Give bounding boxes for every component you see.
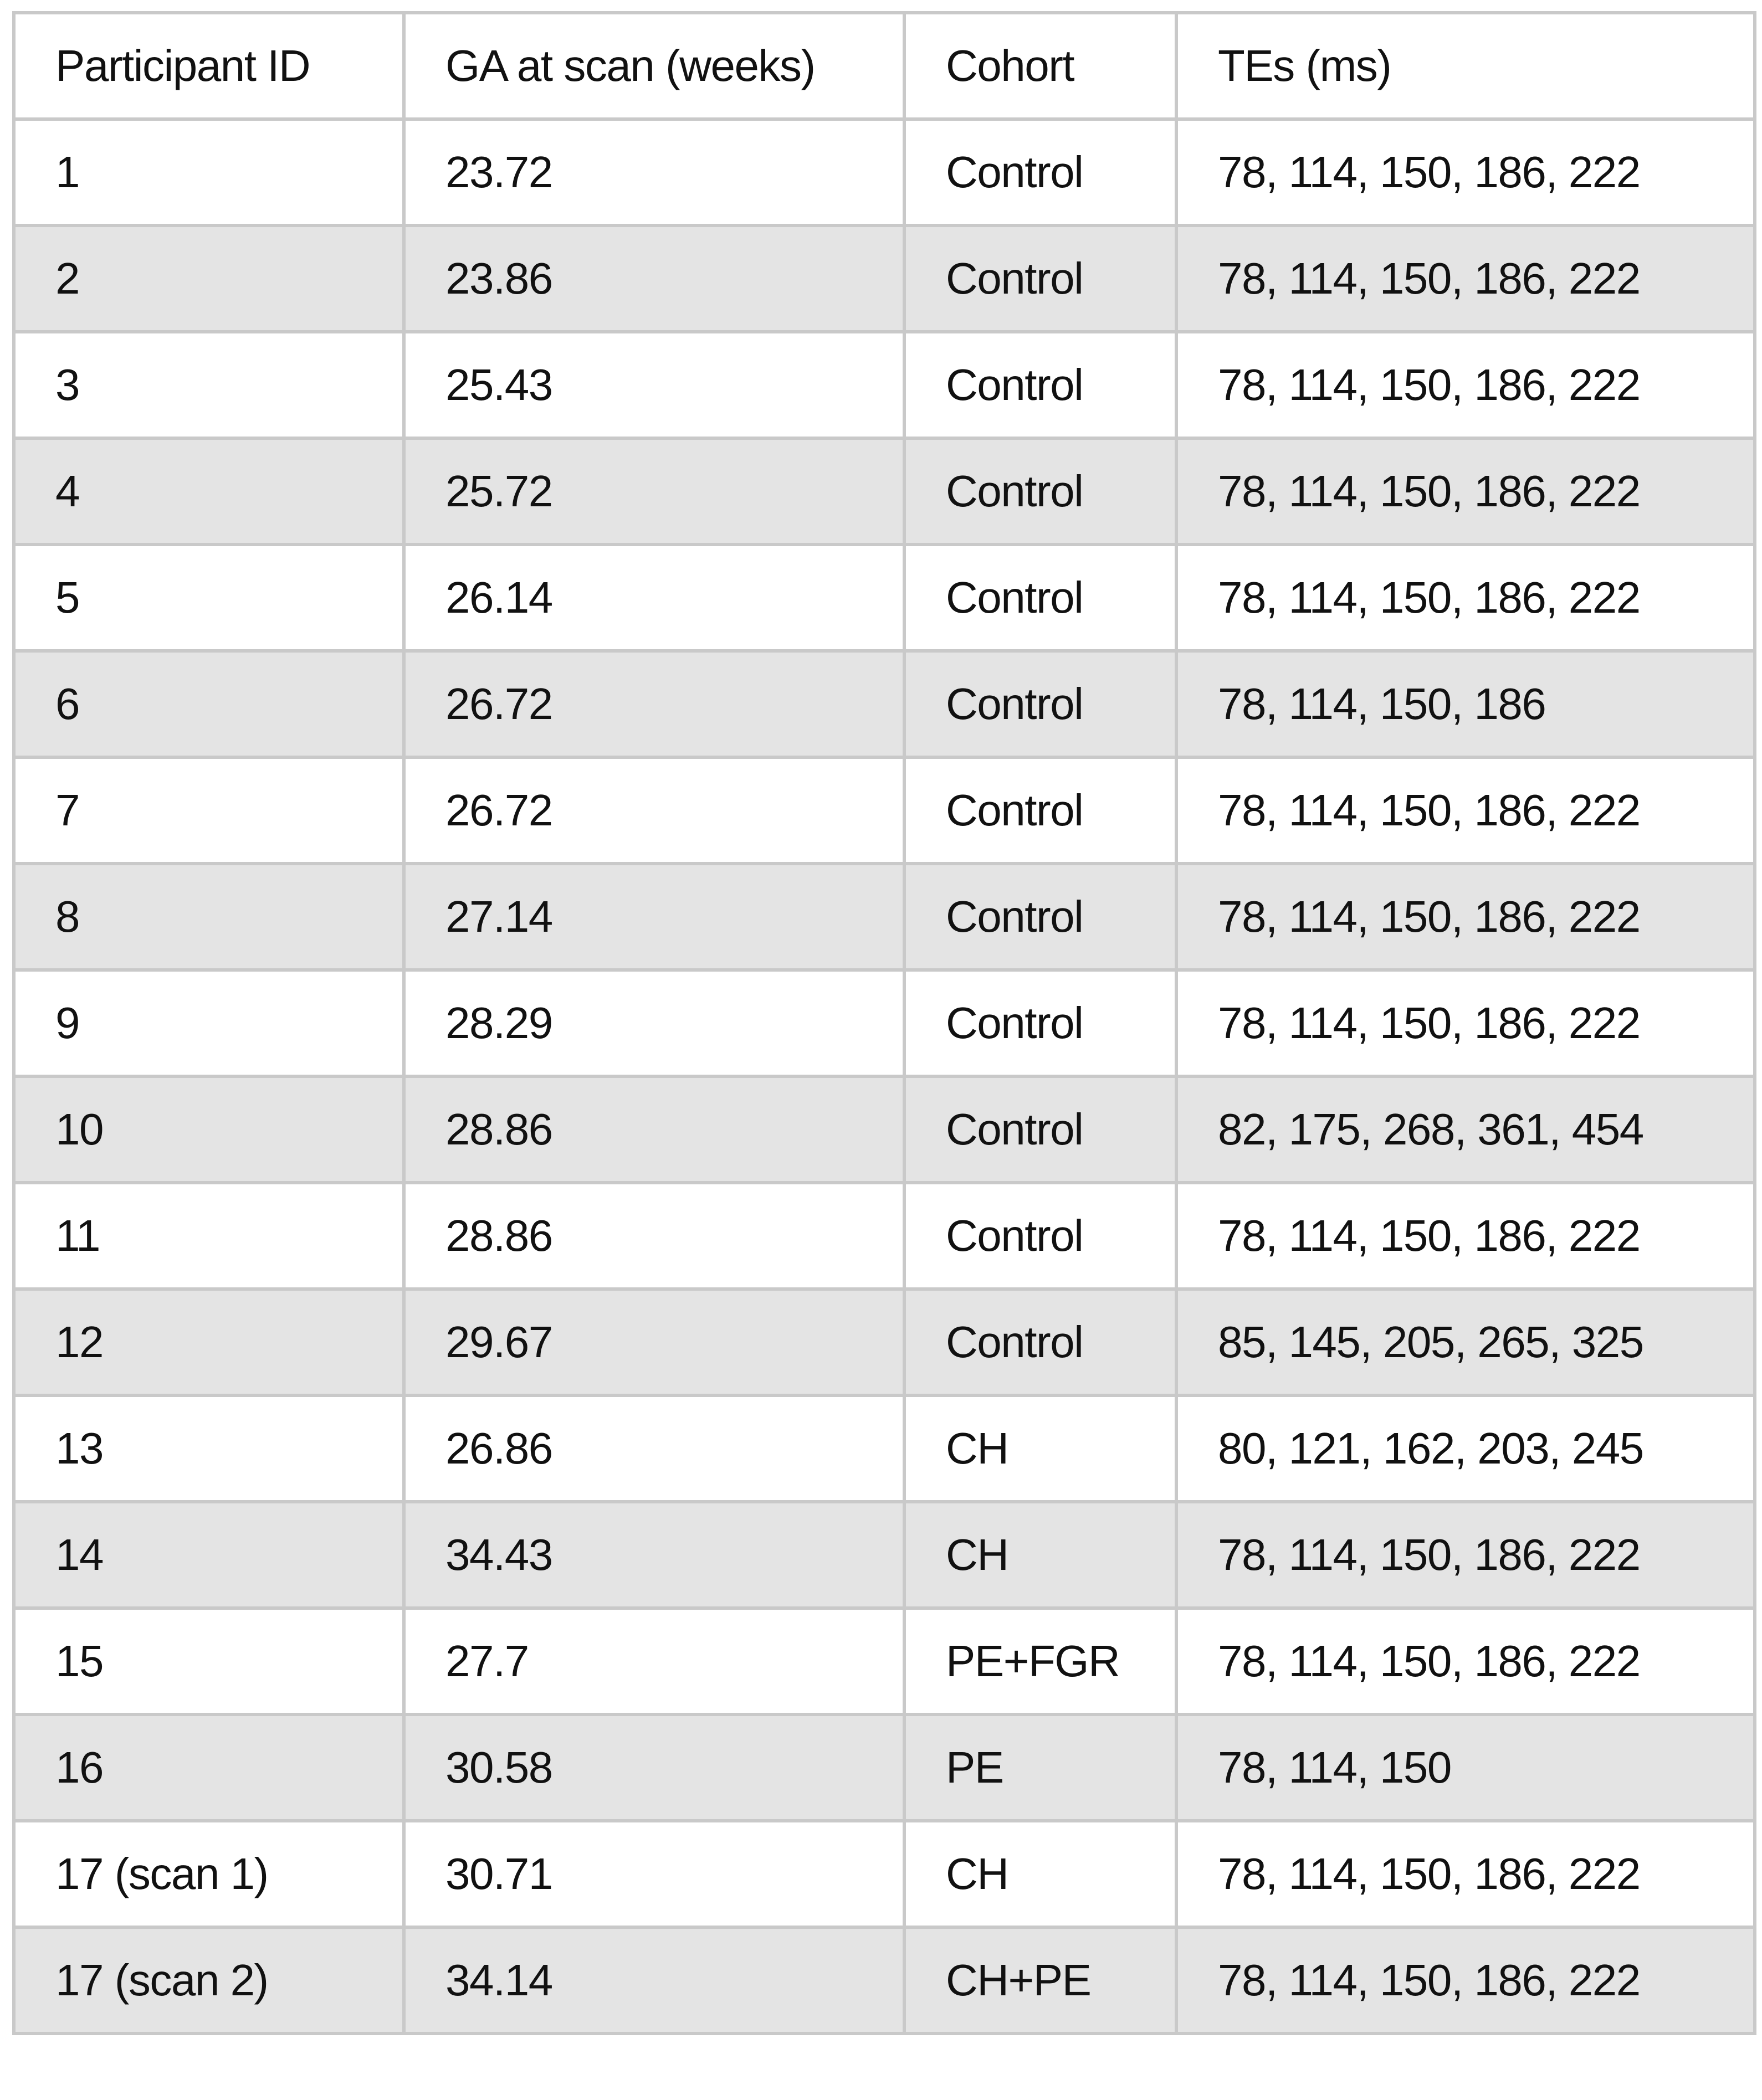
cell-cohort: Control (903, 437, 1178, 546)
cell-tes: 78, 114, 150, 186, 222 (1175, 1819, 1756, 1929)
table-row: 2 23.86 Control 78, 114, 150, 186, 222 (12, 224, 1756, 333)
header-ga-at-scan: GA at scan (weeks) (402, 11, 906, 121)
cell-cohort: Control (903, 543, 1178, 653)
participant-table: Participant ID GA at scan (weeks) Cohort… (12, 11, 1756, 2035)
cell-tes: 78, 114, 150, 186, 222 (1175, 1181, 1756, 1291)
table-row: 1 23.72 Control 78, 114, 150, 186, 222 (12, 117, 1756, 227)
cell-participant-id: 1 (12, 117, 406, 227)
cell-ga-at-scan: 23.72 (402, 117, 906, 227)
cell-cohort: Control (903, 862, 1178, 972)
cell-participant-id: 12 (12, 1287, 406, 1397)
cell-participant-id: 17 (scan 1) (12, 1819, 406, 1929)
cell-tes: 78, 114, 150, 186, 222 (1175, 1500, 1756, 1610)
cell-participant-id: 17 (scan 2) (12, 1926, 406, 2035)
cell-cohort: Control (903, 649, 1178, 759)
header-cohort: Cohort (903, 11, 1178, 121)
table-row: 4 25.72 Control 78, 114, 150, 186, 222 (12, 437, 1756, 546)
cell-ga-at-scan: 30.71 (402, 1819, 906, 1929)
cell-participant-id: 8 (12, 862, 406, 972)
cell-cohort: Control (903, 968, 1178, 1078)
cell-tes: 78, 114, 150, 186, 222 (1175, 968, 1756, 1078)
table-row: 9 28.29 Control 78, 114, 150, 186, 222 (12, 968, 1756, 1078)
cell-cohort: CH (903, 1394, 1178, 1503)
cell-tes: 78, 114, 150, 186, 222 (1175, 224, 1756, 333)
cell-participant-id: 7 (12, 756, 406, 865)
table-row: 13 26.86 CH 80, 121, 162, 203, 245 (12, 1394, 1756, 1503)
table-row: 5 26.14 Control 78, 114, 150, 186, 222 (12, 543, 1756, 653)
cell-tes: 78, 114, 150, 186, 222 (1175, 117, 1756, 227)
header-row: Participant ID GA at scan (weeks) Cohort… (12, 11, 1756, 121)
cell-cohort: Control (903, 117, 1178, 227)
cell-participant-id: 5 (12, 543, 406, 653)
cell-tes: 78, 114, 150, 186, 222 (1175, 756, 1756, 865)
cell-tes: 85, 145, 205, 265, 325 (1175, 1287, 1756, 1397)
table-row: 6 26.72 Control 78, 114, 150, 186 (12, 649, 1756, 759)
cell-cohort: Control (903, 330, 1178, 440)
table-row: 15 27.7 PE+FGR 78, 114, 150, 186, 222 (12, 1606, 1756, 1716)
cell-cohort: Control (903, 224, 1178, 333)
cell-cohort: PE (903, 1713, 1178, 1822)
cell-cohort: PE+FGR (903, 1606, 1178, 1716)
cell-tes: 80, 121, 162, 203, 245 (1175, 1394, 1756, 1503)
cell-participant-id: 15 (12, 1606, 406, 1716)
cell-participant-id: 2 (12, 224, 406, 333)
cell-ga-at-scan: 29.67 (402, 1287, 906, 1397)
table-row: 8 27.14 Control 78, 114, 150, 186, 222 (12, 862, 1756, 972)
cell-tes: 78, 114, 150, 186, 222 (1175, 437, 1756, 546)
cell-tes: 78, 114, 150 (1175, 1713, 1756, 1822)
cell-tes: 78, 114, 150, 186, 222 (1175, 1926, 1756, 2035)
cell-participant-id: 14 (12, 1500, 406, 1610)
cell-ga-at-scan: 26.14 (402, 543, 906, 653)
cell-tes: 78, 114, 150, 186, 222 (1175, 543, 1756, 653)
cell-participant-id: 16 (12, 1713, 406, 1822)
cell-participant-id: 6 (12, 649, 406, 759)
cell-tes: 78, 114, 150, 186, 222 (1175, 330, 1756, 440)
cell-participant-id: 3 (12, 330, 406, 440)
cell-ga-at-scan: 28.86 (402, 1075, 906, 1184)
table-row: 17 (scan 2) 34.14 CH+PE 78, 114, 150, 186, … (12, 1926, 1756, 2035)
table-row: 16 30.58 PE 78, 114, 150 (12, 1713, 1756, 1822)
cell-cohort: Control (903, 1181, 1178, 1291)
cell-cohort: CH+PE (903, 1926, 1178, 2035)
cell-ga-at-scan: 27.7 (402, 1606, 906, 1716)
table-row: 17 (scan 1) 30.71 CH 78, 114, 150, 186, 222 (12, 1819, 1756, 1929)
cell-participant-id: 10 (12, 1075, 406, 1184)
cell-cohort: CH (903, 1500, 1178, 1610)
cell-ga-at-scan: 28.29 (402, 968, 906, 1078)
cell-cohort: Control (903, 1075, 1178, 1184)
table-row: 12 29.67 Control 85, 145, 205, 265, 325 (12, 1287, 1756, 1397)
cell-ga-at-scan: 26.72 (402, 756, 906, 865)
cell-ga-at-scan: 30.58 (402, 1713, 906, 1822)
cell-cohort: Control (903, 1287, 1178, 1397)
cell-ga-at-scan: 34.43 (402, 1500, 906, 1610)
cell-ga-at-scan: 34.14 (402, 1926, 906, 2035)
cell-ga-at-scan: 26.86 (402, 1394, 906, 1503)
cell-ga-at-scan: 25.72 (402, 437, 906, 546)
table-row: 14 34.43 CH 78, 114, 150, 186, 222 (12, 1500, 1756, 1610)
cell-ga-at-scan: 28.86 (402, 1181, 906, 1291)
table-row: 10 28.86 Control 82, 175, 268, 361, 454 (12, 1075, 1756, 1184)
cell-cohort: CH (903, 1819, 1178, 1929)
cell-ga-at-scan: 26.72 (402, 649, 906, 759)
cell-tes: 78, 114, 150, 186, 222 (1175, 862, 1756, 972)
table-row: 11 28.86 Control 78, 114, 150, 186, 222 (12, 1181, 1756, 1291)
cell-participant-id: 4 (12, 437, 406, 546)
cell-ga-at-scan: 23.86 (402, 224, 906, 333)
cell-cohort: Control (903, 756, 1178, 865)
cell-participant-id: 9 (12, 968, 406, 1078)
cell-participant-id: 11 (12, 1181, 406, 1291)
cell-ga-at-scan: 25.43 (402, 330, 906, 440)
table-row: 3 25.43 Control 78, 114, 150, 186, 222 (12, 330, 1756, 440)
cell-ga-at-scan: 27.14 (402, 862, 906, 972)
table-row: 7 26.72 Control 78, 114, 150, 186, 222 (12, 756, 1756, 865)
cell-tes: 78, 114, 150, 186 (1175, 649, 1756, 759)
cell-participant-id: 13 (12, 1394, 406, 1503)
header-tes: TEs (ms) (1175, 11, 1756, 121)
header-participant-id: Participant ID (12, 11, 406, 121)
cell-tes: 82, 175, 268, 361, 454 (1175, 1075, 1756, 1184)
cell-tes: 78, 114, 150, 186, 222 (1175, 1606, 1756, 1716)
